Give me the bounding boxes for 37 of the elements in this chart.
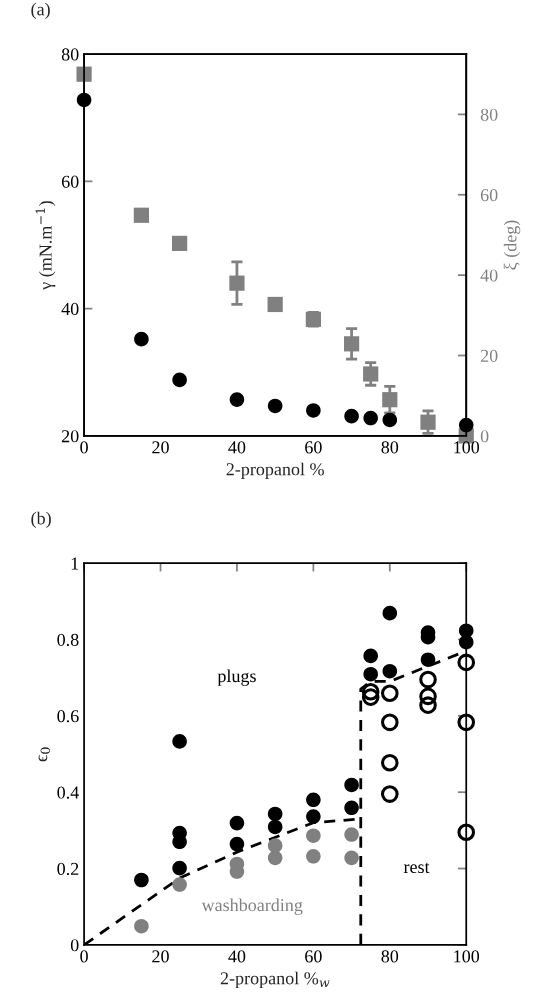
y-tick-label: 0.6: [57, 710, 79, 723]
y2-tick-label: 80: [480, 108, 498, 121]
y2-tick-label: 60: [480, 189, 498, 202]
chart-title: (a): [31, 2, 50, 20]
annotation: washboarding: [201, 898, 303, 915]
y2-tick-label: 0: [480, 430, 489, 443]
x-tick-label: 20: [152, 950, 169, 963]
y-tick-label: 60: [61, 175, 79, 188]
y-tick-label: 0.4: [57, 786, 79, 799]
y2-axis-title: ξ (deg): [503, 220, 521, 270]
y-tick-label: 20: [61, 430, 79, 443]
x-tick-label: 100: [454, 950, 480, 963]
chart-title: (b): [31, 511, 51, 529]
x-axis-title: 2-propanol %$_{w}$: [220, 971, 330, 989]
x-tick-label: 60: [305, 441, 322, 454]
y-tick-label: 0.8: [57, 633, 79, 646]
annotation: rest: [403, 862, 430, 874]
x-tick-label: 100: [454, 441, 480, 454]
x-tick-label: 0: [80, 441, 88, 454]
y-tick-label: 0.2: [57, 862, 79, 876]
y-tick-label: 40: [61, 302, 79, 316]
x-tick-label: 80: [381, 950, 399, 963]
x-tick-label: 40: [228, 441, 246, 454]
y-tick-label: 1: [71, 557, 79, 570]
x-tick-label: 0: [80, 950, 88, 963]
x-tick-label: 20: [152, 441, 169, 454]
y2-tick-label: 20: [480, 349, 498, 362]
y-axis-title: ϵ$_{0}$: [38, 747, 51, 762]
annotation: plugs: [217, 669, 256, 686]
x-tick-label: 60: [305, 950, 322, 963]
x-tick-label: 40: [228, 950, 246, 963]
y-tick-label: 0: [70, 939, 79, 952]
y2-tick-label: 40: [480, 269, 498, 282]
x-axis-title: 2-propanol %: [226, 462, 324, 480]
y-tick-label: 80: [61, 48, 79, 61]
y-axis-title: γ (mN.m$^{−1}$): [35, 201, 56, 290]
x-tick-label: 80: [381, 441, 399, 454]
